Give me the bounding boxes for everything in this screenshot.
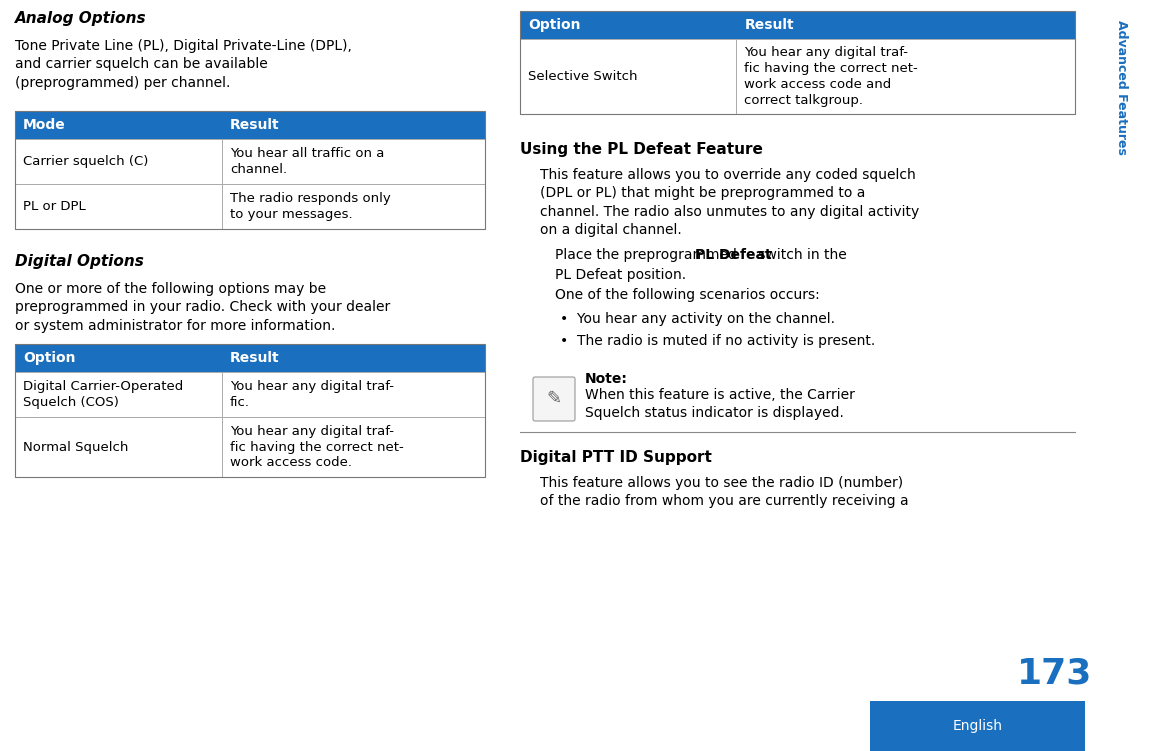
- Text: When this feature is active, the Carrier
Squelch status indicator is displayed.: When this feature is active, the Carrier…: [585, 388, 855, 421]
- Text: Option: Option: [529, 18, 580, 32]
- Text: PL or DPL: PL or DPL: [23, 200, 86, 213]
- Bar: [15, 417, 485, 477]
- Text: Mode: Mode: [23, 118, 65, 132]
- Text: Carrier squelch (C): Carrier squelch (C): [23, 155, 148, 168]
- Text: Result: Result: [745, 18, 794, 32]
- Text: Digital Carrier-Operated
Squelch (COS): Digital Carrier-Operated Squelch (COS): [23, 380, 183, 409]
- Text: The radio responds only
to your messages.: The radio responds only to your messages…: [230, 192, 391, 221]
- Text: Result: Result: [230, 118, 279, 132]
- Text: One of the following scenarios occurs:: One of the following scenarios occurs:: [555, 288, 819, 302]
- Text: Option: Option: [23, 351, 76, 365]
- Text: •  You hear any activity on the channel.: • You hear any activity on the channel.: [560, 312, 835, 326]
- Text: One or more of the following options may be
preprogrammed in your radio. Check w: One or more of the following options may…: [15, 282, 391, 333]
- Text: •  The radio is muted if no activity is present.: • The radio is muted if no activity is p…: [560, 334, 876, 348]
- Bar: [870, 701, 1085, 751]
- Bar: [15, 372, 485, 417]
- Text: You hear any digital traf-
fic having the correct net-
work access code and
corr: You hear any digital traf- fic having th…: [745, 46, 918, 107]
- Text: ✎: ✎: [547, 390, 562, 408]
- Bar: [520, 11, 1075, 39]
- Text: switch in the: switch in the: [754, 248, 847, 262]
- Text: You hear any digital traf-
fic.: You hear any digital traf- fic.: [230, 380, 394, 409]
- Text: Place the preprogrammed: Place the preprogrammed: [555, 248, 741, 262]
- Text: English: English: [953, 719, 1002, 733]
- Text: PL Defeat: PL Defeat: [695, 248, 772, 262]
- Text: 173: 173: [1017, 656, 1093, 690]
- Text: Normal Squelch: Normal Squelch: [23, 441, 129, 454]
- Text: Digital Options: Digital Options: [15, 254, 144, 269]
- Text: PL Defeat position.: PL Defeat position.: [555, 268, 686, 282]
- Bar: [520, 11, 1075, 114]
- Text: Note:: Note:: [585, 372, 627, 386]
- FancyBboxPatch shape: [533, 377, 574, 421]
- Bar: [15, 111, 485, 229]
- Bar: [15, 344, 485, 372]
- Text: Result: Result: [230, 351, 279, 365]
- Text: This feature allows you to see the radio ID (number)
of the radio from whom you : This feature allows you to see the radio…: [540, 476, 909, 508]
- Bar: [520, 39, 1075, 114]
- Text: You hear any digital traf-
fic having the correct net-
work access code.: You hear any digital traf- fic having th…: [230, 424, 403, 469]
- Bar: [15, 184, 485, 229]
- Text: Selective Switch: Selective Switch: [529, 70, 638, 83]
- Text: Tone Private Line (PL), Digital Private-Line (DPL),
and carrier squelch can be a: Tone Private Line (PL), Digital Private-…: [15, 39, 352, 90]
- Text: Using the PL Defeat Feature: Using the PL Defeat Feature: [520, 142, 763, 157]
- Text: You hear all traffic on a
channel.: You hear all traffic on a channel.: [230, 147, 384, 176]
- Bar: [15, 139, 485, 184]
- Text: Digital PTT ID Support: Digital PTT ID Support: [520, 450, 712, 465]
- Text: Analog Options: Analog Options: [15, 11, 147, 26]
- Text: Advanced Features: Advanced Features: [1115, 20, 1127, 155]
- Text: This feature allows you to override any coded squelch
(DPL or PL) that might be : This feature allows you to override any …: [540, 168, 919, 237]
- Bar: [15, 111, 485, 139]
- Bar: [15, 344, 485, 477]
